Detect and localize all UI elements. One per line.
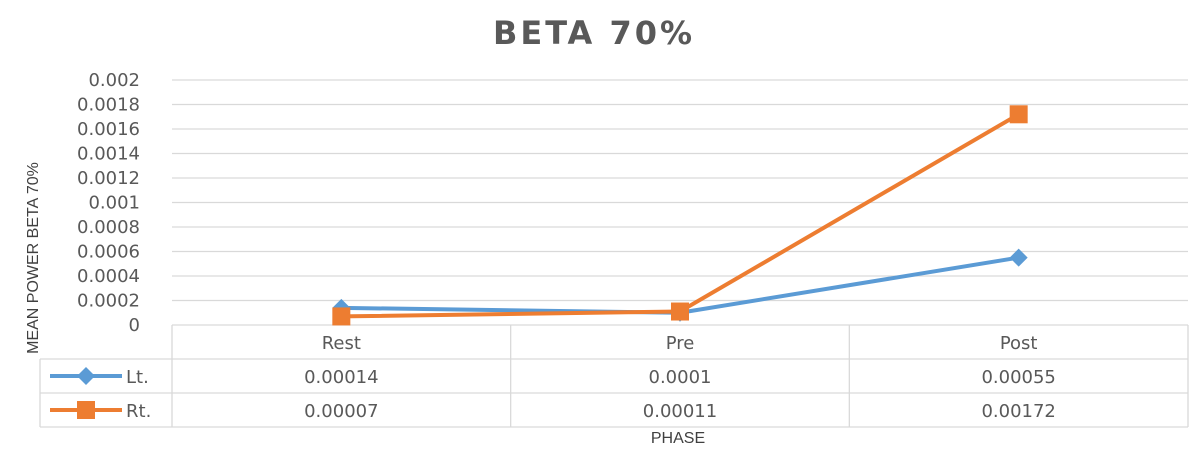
- series-layer: [332, 105, 1028, 326]
- data-label: 0.00055: [981, 367, 1055, 388]
- data-label: 0.00172: [981, 401, 1055, 422]
- legend-key-marker: [77, 367, 95, 385]
- data-label: 0.00014: [304, 367, 378, 388]
- y-tick-label: 0.001: [88, 193, 140, 214]
- y-tick-label: 0.002: [88, 70, 140, 91]
- y-tick-label: 0.0006: [77, 242, 140, 263]
- y-tick-label: 0.0012: [77, 168, 140, 189]
- y-tick-label: 0.0004: [77, 266, 140, 287]
- legend-label: Rt.: [126, 401, 151, 422]
- data-table: Rest Pre Post Lt. 0.00014 0.0001 0.00055 Rt. 0.0…: [39, 325, 1189, 428]
- data-label: 0.00011: [643, 401, 717, 422]
- x-tick-label: Post: [1000, 333, 1038, 354]
- legend-label: Lt.: [126, 367, 149, 388]
- y-tick-label: 0.0008: [77, 217, 140, 238]
- x-tick-label: Pre: [666, 333, 695, 354]
- data-label: 0.0001: [649, 367, 712, 388]
- data-point: [332, 307, 351, 326]
- y-axis-ticks: 0 0.0002 0.0004 0.0006 0.0008 0.001 0.0012 0.00…: [77, 70, 140, 336]
- series-line: [341, 112, 1020, 319]
- chart-title: BETA 70%: [493, 14, 695, 52]
- y-tick-label: 0: [129, 315, 140, 336]
- data-point: [671, 302, 689, 321]
- data-point: [1009, 105, 1028, 124]
- y-tick-label: 0.0002: [77, 291, 140, 312]
- y-axis-title: MEAN POWER BETA 70%: [25, 162, 42, 354]
- x-tick-label: Rest: [322, 333, 361, 354]
- x-axis-title: PHASE: [651, 430, 705, 447]
- y-tick-label: 0.0016: [77, 119, 140, 140]
- data-point: [1009, 248, 1028, 267]
- legend-key-marker: [77, 401, 95, 419]
- y-tick-label: 0.0018: [77, 95, 140, 116]
- gridlines: [172, 79, 1188, 326]
- data-label: 0.00007: [304, 401, 378, 422]
- y-tick-label: 0.0014: [77, 144, 140, 165]
